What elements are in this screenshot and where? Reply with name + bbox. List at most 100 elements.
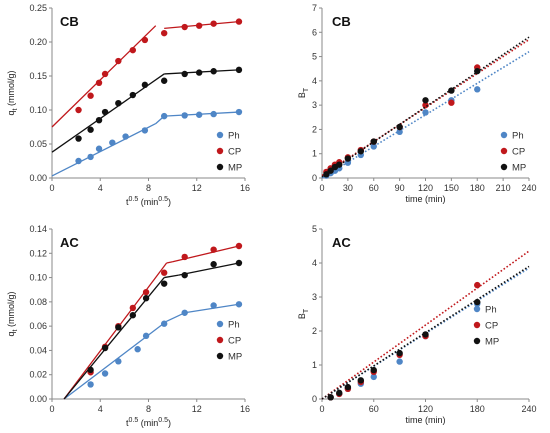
x-tick-label: 30	[343, 183, 353, 193]
x-tick-label: 16	[240, 183, 250, 193]
x-axis-label-base: t	[126, 418, 129, 428]
y-tick-label: 0.08	[29, 297, 47, 307]
data-point-cp	[448, 99, 455, 106]
x-tick-label: 60	[369, 404, 379, 414]
legend-marker	[500, 147, 508, 155]
x-tick-label: 90	[395, 183, 405, 193]
data-point-cp	[181, 23, 188, 31]
legend-label: CP	[228, 336, 241, 347]
data-point-ph	[370, 143, 377, 150]
data-point-ph	[87, 381, 94, 388]
data-point-mp	[87, 366, 94, 374]
legend-marker	[216, 320, 224, 328]
fit-line-ph	[51, 123, 157, 177]
panel-title: AC	[332, 235, 351, 250]
x-axis-label: time (min)	[406, 194, 446, 204]
legend-label: CP	[512, 147, 525, 158]
data-point-ph	[95, 145, 103, 152]
legend-label: MP	[228, 352, 242, 363]
y-tick-label: 3	[312, 292, 317, 302]
data-point-cp	[129, 46, 137, 54]
data-point-mp	[115, 324, 122, 331]
y-tick-label: 0.25	[29, 3, 47, 13]
x-axis-label: t0.5 (min0.5)	[126, 196, 171, 207]
y-axis-label: qt (mmol/g)	[6, 292, 19, 337]
x-tick-label: 180	[470, 183, 485, 193]
y-tick-label: 2	[312, 326, 317, 336]
legend-marker	[473, 337, 481, 345]
y-tick-label: 6	[312, 27, 317, 37]
x-tick-label: 240	[521, 183, 536, 193]
x-axis-label-sup: 0.5	[129, 196, 139, 203]
y-tick-label: 0.12	[29, 248, 47, 258]
x-tick-label: 8	[146, 404, 151, 414]
x-tick-label: 0	[319, 404, 324, 414]
data-point-mp	[448, 87, 455, 94]
data-point-mp	[210, 261, 217, 268]
fit-line-cp	[166, 261, 173, 264]
data-point-mp	[181, 70, 188, 78]
data-point-ph	[134, 346, 141, 353]
data-point-mp	[101, 108, 109, 116]
y-tick-label: 7	[312, 3, 317, 13]
data-point-ph	[109, 139, 116, 146]
fit-line-mp	[63, 277, 165, 400]
y-tick-label: 4	[312, 258, 317, 268]
y-tick-label: 0.04	[29, 345, 47, 355]
x-tick-label: 120	[418, 404, 433, 414]
x-tick-label: 240	[521, 404, 536, 414]
data-point-ph	[122, 133, 129, 140]
data-point-mp	[357, 148, 365, 155]
panel-ac-kinetics: 0 4 8 12 16 0.00 0.02 0.04 0.06 0.08 0.10 0.12 0.14 A…	[6, 224, 250, 428]
data-point-mp	[327, 394, 334, 401]
y-tick-label: 2	[312, 124, 317, 134]
y-tick-label: 0.14	[29, 224, 47, 234]
data-point-mp	[336, 389, 343, 397]
legend-label: Ph	[512, 131, 524, 142]
data-point-mp	[129, 91, 137, 99]
data-point-cp	[101, 70, 109, 78]
y-tick-label: 1	[312, 149, 317, 159]
data-point-mp	[101, 344, 109, 352]
data-point-cp	[210, 246, 217, 253]
data-point-cp	[87, 92, 94, 99]
y-axis-label-unit: (mmol/g)	[6, 292, 16, 330]
panel-cb-bt-time: 0 30 60 90 120 150 180 210 240 0 1 2 3 4 5 6 7 CB time (mi…	[297, 3, 537, 204]
data-point-cp	[181, 253, 188, 261]
data-point-cp	[235, 242, 243, 250]
data-point-mp	[141, 81, 149, 89]
y-tick-label: 0.00	[29, 394, 47, 404]
data-point-mp	[370, 138, 377, 145]
x-axis-label: t0.5 (min0.5)	[126, 417, 171, 428]
data-point-mp	[336, 161, 343, 168]
data-point-mp	[95, 117, 103, 124]
panel-title: CB	[332, 14, 351, 29]
legend-label: Ph	[485, 305, 497, 316]
y-tick-label: 3	[312, 100, 317, 110]
fit-line-cp	[63, 262, 168, 400]
trendline-cp	[321, 250, 530, 400]
data-point-mp	[422, 331, 429, 338]
x-axis-label-unit-sup: 0.5	[158, 417, 168, 424]
y-tick-label: 0.05	[29, 139, 47, 149]
y-tick-label: 0.15	[29, 71, 47, 81]
panel-ac-bt-time: 0 60 120 180 240 0 1 2 3 4 5 AC time (min) BT Ph CP MP	[297, 224, 537, 425]
legend-marker	[216, 131, 224, 139]
data-point-cp	[474, 281, 481, 289]
fit-line-cp	[172, 245, 240, 263]
y-axis-label-unit: (mmol/g)	[6, 71, 16, 109]
x-axis-label-unit-sup: 0.5	[158, 196, 168, 203]
legend-label: Ph	[228, 131, 240, 142]
data-point-cp	[115, 57, 122, 65]
data-point-mp	[160, 77, 168, 84]
y-axis-label-sub: t	[12, 329, 19, 331]
data-point-mp	[422, 97, 429, 104]
data-point-ph	[181, 309, 188, 316]
y-axis-label-sub: t	[12, 108, 19, 110]
data-point-ph	[87, 153, 94, 161]
y-axis-label: BT	[297, 87, 310, 98]
y-tick-label: 0.00	[29, 173, 47, 183]
legend-marker	[500, 131, 508, 139]
